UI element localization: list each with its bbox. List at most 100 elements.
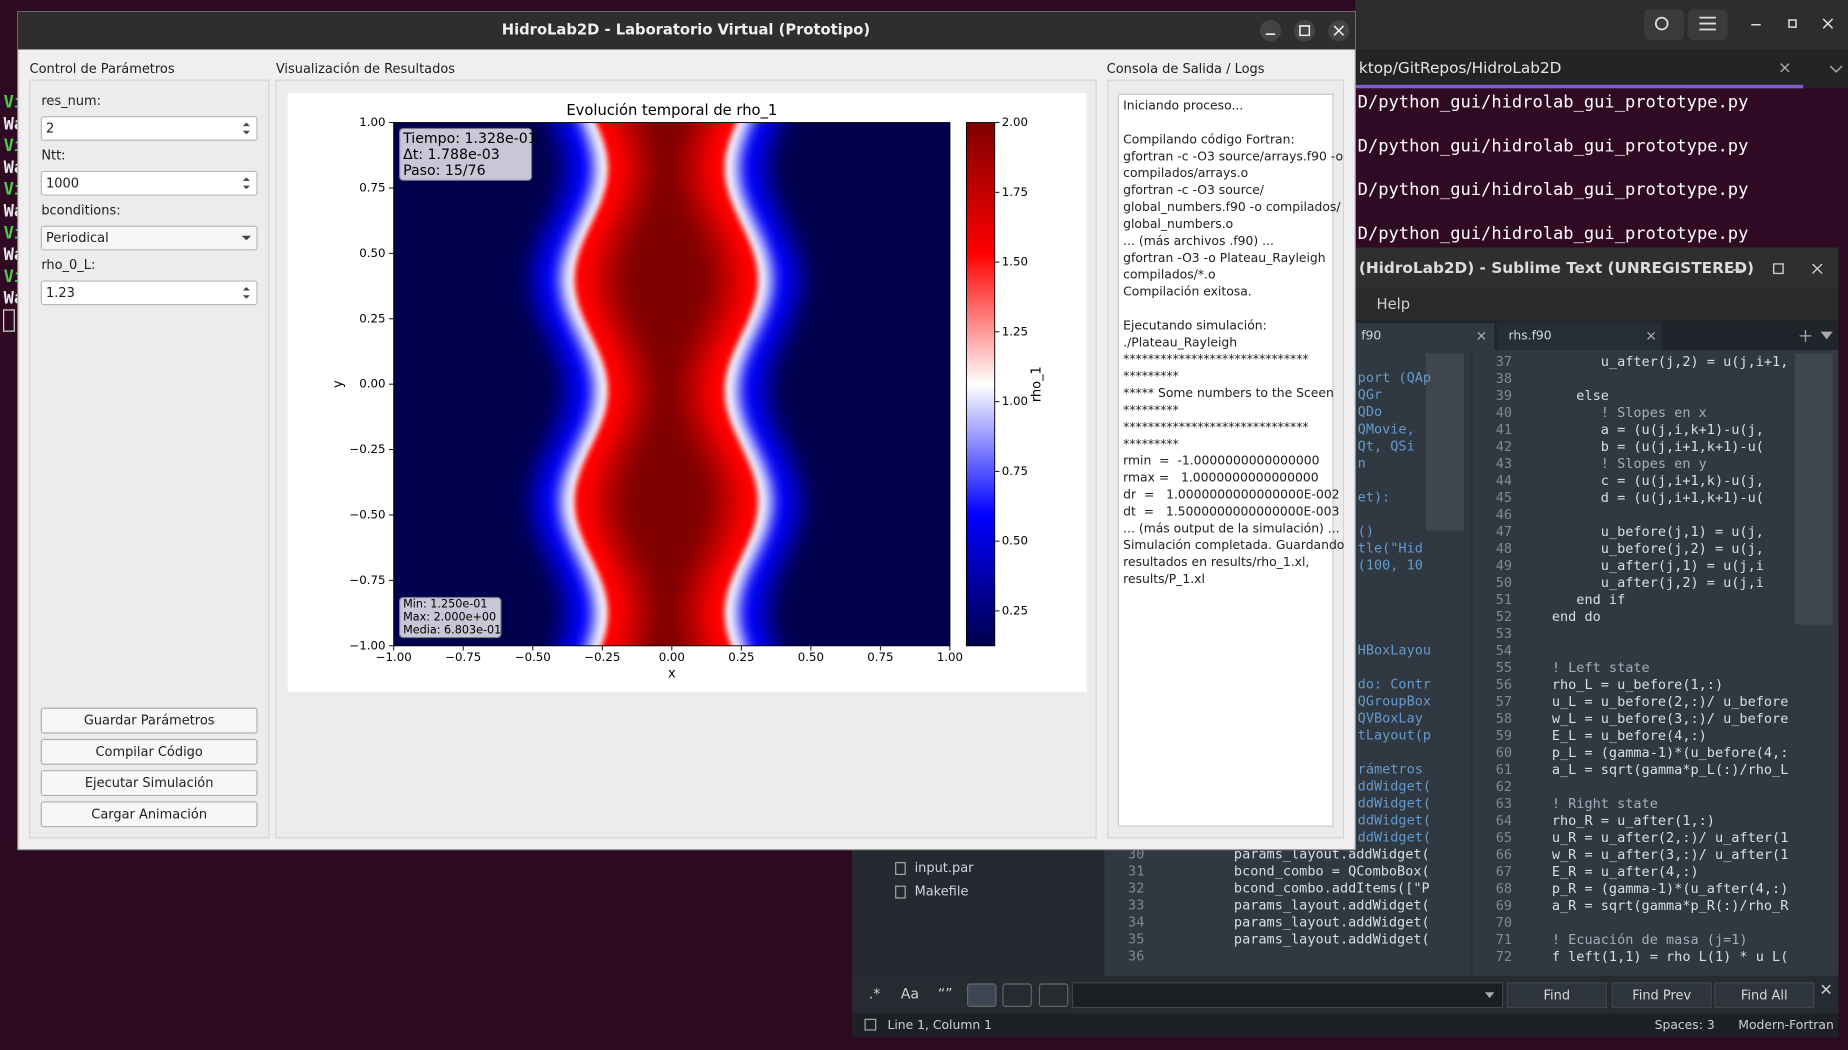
- info-text: Paso: 15/76: [403, 163, 486, 179]
- sidebar-file[interactable]: Makefile: [915, 885, 969, 900]
- line-number: 53: [1496, 626, 1512, 642]
- console-line: rmax = 1.0000000000000000: [1123, 471, 1319, 485]
- terminal-cursor: [3, 309, 15, 332]
- line-number: 50: [1496, 575, 1512, 591]
- menu-item[interactable]: Help: [1377, 296, 1411, 313]
- button-label[interactable]: Cargar Animación: [91, 807, 207, 822]
- line-number: 63: [1496, 796, 1512, 812]
- line-number: 41: [1496, 422, 1512, 438]
- active-tab[interactable]: [1355, 322, 1495, 350]
- find-option[interactable]: [1002, 983, 1032, 1007]
- editor-window-controls[interactable]: [1732, 263, 1823, 275]
- terminal-tab[interactable]: ktop/GitRepos/HidroLab2D: [1359, 59, 1562, 77]
- button[interactable]: [40, 770, 258, 797]
- find-close[interactable]: [1821, 984, 1831, 994]
- line-number: 61: [1496, 762, 1512, 778]
- editor-tab[interactable]: f90: [1361, 328, 1381, 342]
- tab-controls[interactable]: [1477, 329, 1833, 342]
- button[interactable]: [40, 707, 258, 734]
- find-button[interactable]: [1714, 982, 1815, 1009]
- line-number: 51: [1496, 592, 1512, 608]
- code-line: HBoxLayou: [1358, 642, 1431, 658]
- code-line: ddWidget(: [1358, 795, 1431, 811]
- window-controls[interactable]: [1751, 18, 1834, 29]
- x-tick-label: 0.50: [798, 650, 824, 664]
- find-input[interactable]: [1071, 982, 1504, 1009]
- menu-button[interactable]: [1687, 9, 1728, 41]
- code-line: p_R = (gamma-1)*(u_after(4,:): [1527, 881, 1788, 897]
- code-line: end if: [1527, 592, 1625, 608]
- tab[interactable]: [1496, 322, 1662, 350]
- colorbar-label: rho_1: [1030, 366, 1045, 402]
- y-tick-label: 0.25: [359, 311, 385, 325]
- console-line: gfortran -c -O3 source/arrays.f90 -o: [1123, 149, 1343, 163]
- find-button[interactable]: [1611, 982, 1712, 1009]
- find-dropdown[interactable]: [1484, 992, 1495, 999]
- line-number: 45: [1496, 490, 1512, 506]
- search-button[interactable]: [1644, 9, 1685, 41]
- spin-box[interactable]: [40, 170, 258, 196]
- find-option[interactable]: [967, 983, 997, 1007]
- heatmap-field: [393, 122, 950, 646]
- editor-pane-right: [1473, 350, 1839, 976]
- field-value[interactable]: 1.23: [46, 286, 75, 301]
- field-label: bconditions:: [41, 203, 120, 218]
- line-number: 67: [1496, 864, 1512, 880]
- editor-tab[interactable]: rhs.f90: [1509, 328, 1552, 342]
- y-tick-label: 0.50: [359, 246, 385, 260]
- colorbar: [965, 122, 996, 647]
- status-syntax[interactable]: Modern-Fortran: [1738, 1018, 1833, 1032]
- code-line: a = (u(j,i,k+1)-u(j,: [1527, 422, 1764, 438]
- find-toggle[interactable]: .*: [869, 987, 881, 1003]
- combo-box[interactable]: [40, 225, 258, 251]
- code-line: w_L = u_before(3,:)/ u_before: [1527, 711, 1788, 727]
- terminal-header: [1355, 0, 1848, 50]
- tab-controls[interactable]: [1780, 63, 1843, 73]
- maximize-button[interactable]: [1294, 20, 1316, 42]
- console-line: Compilando código Fortran:: [1123, 132, 1294, 146]
- spin-box[interactable]: [40, 116, 258, 141]
- code-line: tLayout(p: [1358, 727, 1431, 743]
- console-line: results/P_1.xl: [1123, 572, 1205, 586]
- status-spaces[interactable]: Spaces: 3: [1655, 1018, 1715, 1032]
- find-button-label[interactable]: Find All: [1741, 988, 1788, 1003]
- terminal-line: D/python_gui/hidrolab_gui_prototype.py: [1358, 180, 1749, 200]
- find-toggle[interactable]: “”: [938, 987, 953, 1003]
- stats-box: [399, 596, 502, 639]
- window-control-icons: [1265, 25, 1345, 37]
- terminal-window: ktop/GitRepos/HidroLab2D D/python_gui/hi…: [1355, 0, 1848, 254]
- find-button-label[interactable]: Find: [1544, 988, 1571, 1003]
- line-number: 39: [1496, 388, 1512, 404]
- sidebar-file[interactable]: input.par: [915, 861, 975, 876]
- console-line: global_numbers.o: [1123, 217, 1233, 231]
- y-tick-label: −0.75: [349, 573, 385, 587]
- line-number: 47: [1496, 524, 1512, 540]
- line-number: 64: [1496, 813, 1512, 829]
- find-toggle[interactable]: Aa: [901, 987, 919, 1003]
- code-line: n: [1358, 455, 1366, 471]
- code-line: QMovie,: [1358, 421, 1415, 437]
- x-tick-label: 1.00: [937, 650, 963, 664]
- colorbar-tick-label: 0.25: [1002, 603, 1028, 617]
- field-value[interactable]: 2: [46, 122, 54, 137]
- spin-box[interactable]: [40, 280, 258, 306]
- button-label[interactable]: Guardar Parámetros: [84, 714, 215, 729]
- button[interactable]: [40, 801, 258, 828]
- button-label[interactable]: Compilar Código: [96, 745, 203, 760]
- line-number: 66: [1496, 847, 1512, 863]
- y-tick-label: −1.00: [349, 638, 385, 652]
- y-tick-label: −0.50: [349, 507, 385, 521]
- button-label[interactable]: Ejecutar Simulación: [85, 776, 214, 791]
- button[interactable]: [40, 738, 258, 765]
- minimap: [1794, 353, 1833, 625]
- field-label: rho_0_L:: [41, 258, 95, 273]
- field-value[interactable]: 1000: [46, 176, 79, 191]
- find-button-label[interactable]: Find Prev: [1632, 988, 1691, 1003]
- colorbar-tick-label: 0.75: [1002, 464, 1028, 478]
- heatmap-band: [613, 122, 720, 646]
- line-number: 30: [1128, 846, 1144, 862]
- minimize-button[interactable]: [1259, 20, 1282, 42]
- field-value[interactable]: Periodical: [46, 231, 109, 246]
- find-button[interactable]: [1506, 982, 1607, 1009]
- find-option[interactable]: [1038, 983, 1069, 1007]
